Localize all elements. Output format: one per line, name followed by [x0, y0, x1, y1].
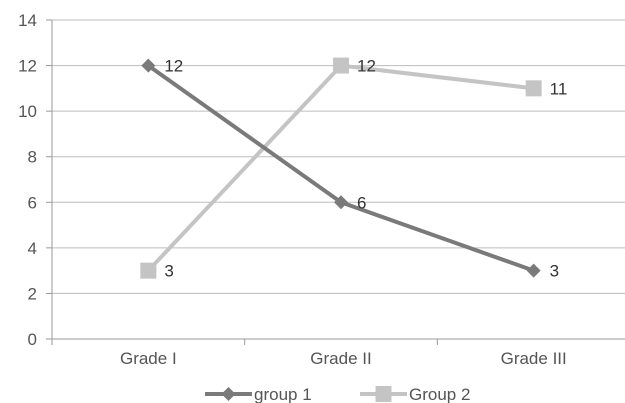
series-1-point-2	[526, 263, 541, 278]
series-line-1	[147, 63, 535, 273]
series-2-data-label-2: 11	[550, 79, 568, 98]
y-tick-label-10: 10	[18, 102, 37, 121]
legend-label-2: Group 2	[409, 385, 470, 403]
y-tick-label-2: 2	[28, 284, 37, 303]
y-tick-label-6: 6	[28, 193, 37, 212]
series-1-data-label-2: 3	[550, 262, 559, 281]
series-1-data-label-1: 6	[357, 193, 366, 212]
series-2-point-1	[333, 57, 349, 74]
y-tick-label-4: 4	[28, 239, 37, 258]
legend-marker-1	[221, 387, 236, 401]
series-2-point-0	[140, 262, 157, 279]
x-category-label-1: Grade II	[310, 349, 371, 368]
series-2-data-label-0: 3	[164, 262, 173, 281]
y-tick-label-0: 0	[28, 330, 37, 349]
series-2-data-label-1: 12	[357, 57, 376, 76]
y-tick-label-14: 14	[18, 11, 37, 30]
series-1-point-1	[334, 195, 348, 210]
legend-label-1: group 1	[254, 385, 312, 403]
series-line-2	[146, 63, 534, 273]
series-1-point-0	[141, 58, 156, 73]
y-tick-label-8: 8	[28, 148, 37, 167]
legend-marker-2	[375, 386, 392, 402]
x-category-label-2: Grade III	[501, 349, 567, 368]
y-tick-label-12: 12	[18, 57, 37, 76]
x-category-label-0: Grade I	[120, 349, 177, 368]
series-1-data-label-0: 12	[164, 57, 183, 76]
series-2-point-2	[525, 80, 542, 97]
